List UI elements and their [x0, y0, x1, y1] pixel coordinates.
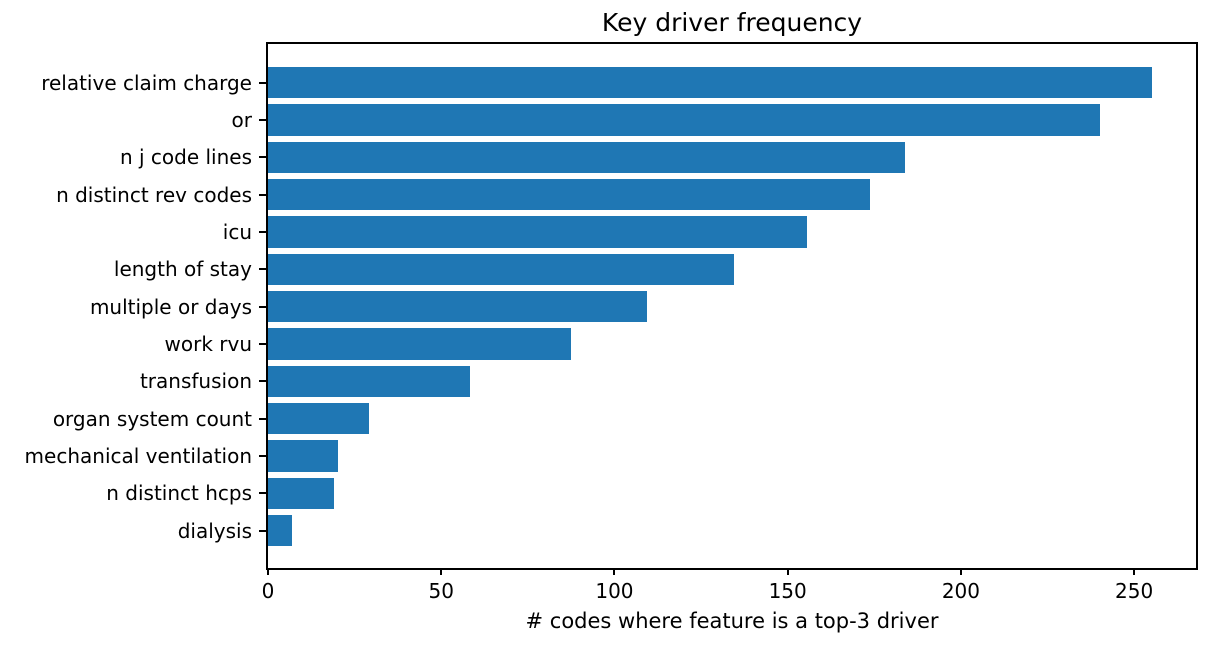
- x-axis-label: # codes where feature is a top-3 driver: [525, 609, 939, 633]
- y-tick-label: work rvu: [164, 332, 253, 356]
- y-axis: relative claim charge or n j code lines n d…: [0, 44, 266, 568]
- y-tick-label: n distinct hcps: [106, 481, 252, 506]
- y-tick-mark: [259, 268, 266, 271]
- y-tick-label: organ system count: [52, 406, 252, 431]
- x-tick-mark: [613, 568, 616, 575]
- y-tick-mark: [259, 231, 266, 234]
- y-tick-mark: [259, 305, 266, 308]
- plot-area: [266, 42, 1198, 570]
- bar-transfusion: [268, 365, 470, 398]
- y-tick-label: n j code lines: [119, 145, 252, 170]
- bar-icu: [268, 216, 808, 248]
- x-tick-label: 50: [428, 579, 454, 603]
- y-tick-mark: [259, 193, 266, 196]
- y-tick-label: relative claim charge: [41, 70, 252, 95]
- bar-n-distinct-hcps: [268, 477, 335, 510]
- y-tick-mark: [259, 81, 266, 84]
- x-tick-mark: [267, 568, 269, 575]
- bar-length-of-stay: [268, 253, 735, 286]
- x-tick-label: 100: [595, 579, 634, 603]
- x-tick-label: 250: [1115, 579, 1154, 603]
- x-tick-mark: [1133, 568, 1136, 575]
- bar-dialysis: [268, 514, 293, 547]
- y-tick-mark: [259, 156, 266, 159]
- y-tick-mark: [259, 455, 266, 457]
- x-tick-mark: [959, 568, 962, 575]
- x-tick-mark: [440, 568, 443, 575]
- x-tick-label: 150: [768, 579, 807, 603]
- y-tick-label: mechanical ventilation: [24, 444, 252, 468]
- y-tick-label: icu: [222, 220, 252, 245]
- bar-work-rvu: [268, 328, 571, 360]
- bar-multiple-or-days: [268, 290, 648, 323]
- bar-mechanical-ventilation: [268, 440, 338, 472]
- bar-n-distinct-rev-codes: [268, 178, 870, 211]
- x-tick-mark: [786, 568, 789, 575]
- y-tick-label: or: [231, 108, 252, 133]
- chart-title: Key driver frequency: [601, 8, 863, 37]
- y-tick-label: dialysis: [177, 518, 252, 543]
- y-tick-label: n distinct rev codes: [56, 182, 252, 207]
- bar-organ-system-count: [268, 402, 369, 435]
- y-tick-mark: [259, 529, 266, 532]
- y-tick-label: multiple or days: [89, 294, 252, 319]
- y-tick-mark: [259, 343, 266, 345]
- y-tick-label: length of stay: [113, 257, 252, 282]
- bar-n-j-code-lines: [268, 141, 905, 174]
- bar-relative-claim-charge: [268, 67, 1152, 99]
- y-tick-mark: [259, 380, 266, 383]
- x-axis: 0 50 100 150 200 250: [262, 568, 1192, 628]
- x-tick-label: 0: [261, 579, 275, 603]
- y-tick-label: transfusion: [139, 369, 252, 394]
- x-tick-label: 200: [941, 579, 980, 603]
- bar-or: [268, 104, 1100, 136]
- y-tick-mark: [259, 417, 266, 420]
- y-tick-mark: [259, 119, 266, 122]
- y-tick-mark: [259, 492, 266, 495]
